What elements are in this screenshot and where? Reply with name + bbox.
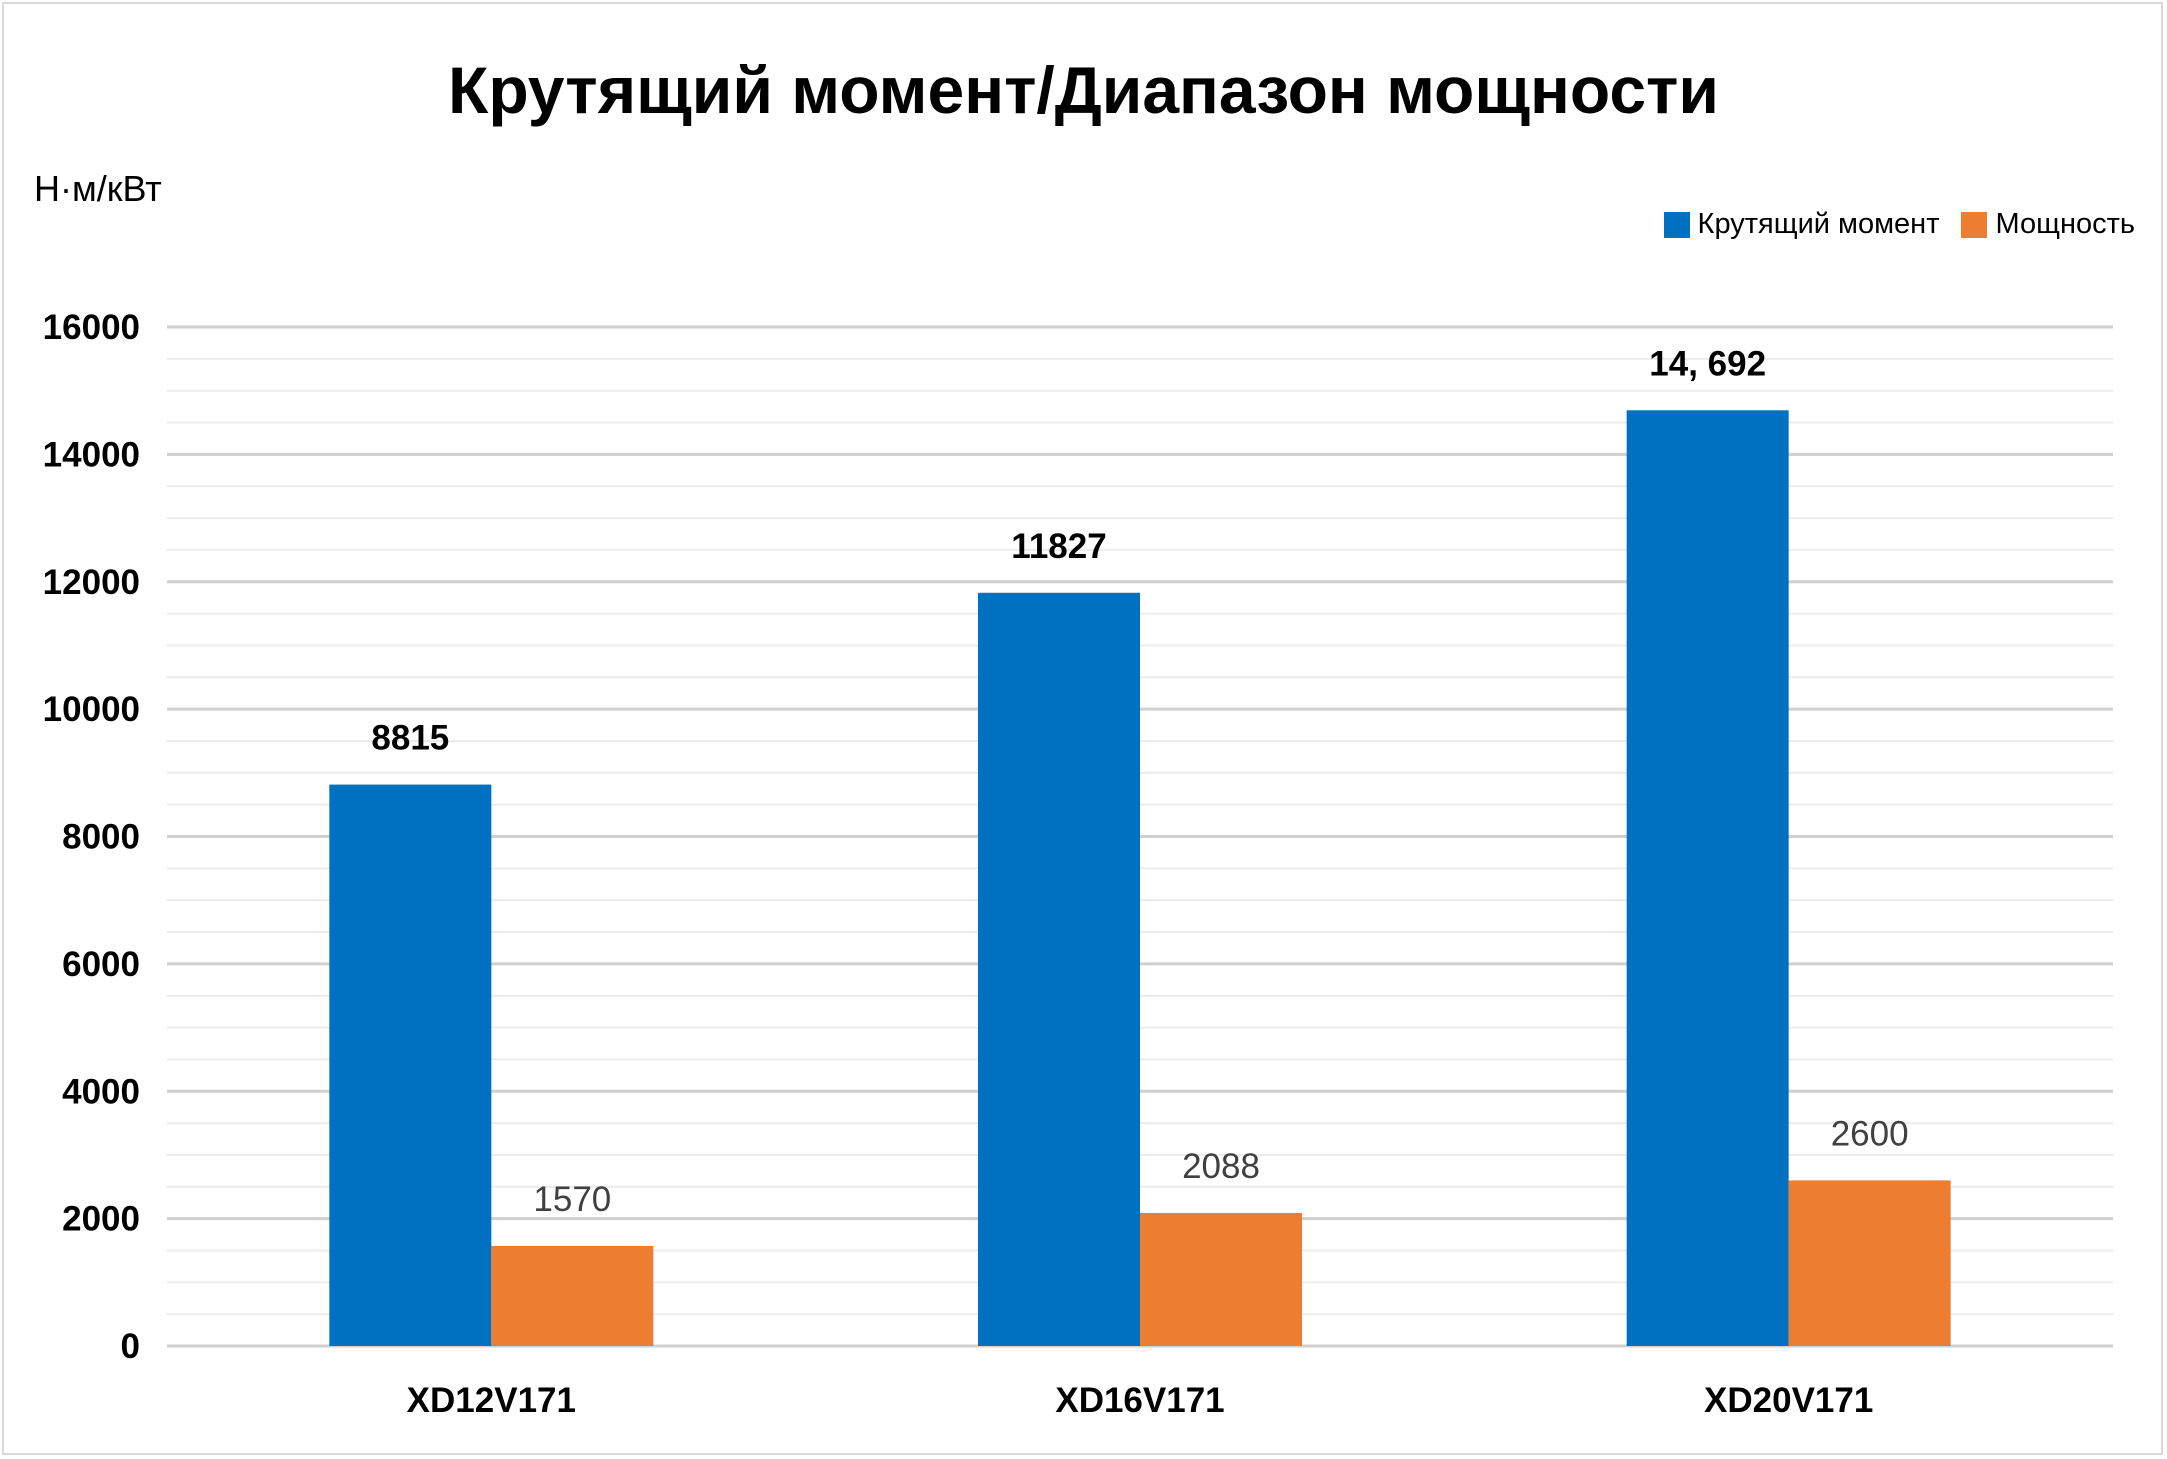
legend-item-power: Мощность [1961,208,2135,241]
data-label-power: 1570 [533,1180,611,1219]
x-category-label: XD20V171 [1704,1381,1873,1420]
y-tick-label: 2000 [62,1200,140,1239]
bar-power [491,1246,654,1346]
bar-power [1788,1180,1951,1346]
legend-swatch-torque [1663,211,1690,238]
data-label-power: 2088 [1182,1147,1260,1186]
y-tick-label: 14000 [43,435,140,474]
x-category-label: XD12V171 [407,1381,576,1420]
data-label-power: 2600 [1831,1114,1909,1153]
y-tick-label: 12000 [43,563,140,602]
data-label-torque: 8815 [371,719,449,758]
bar-torque [1626,410,1789,1347]
chart-title: Крутящий момент/Диапазон мощности [448,53,1719,127]
legend: Крутящий момент Мощность [1642,208,2135,241]
y-tick-label: 0 [121,1327,140,1366]
y-axis-unit-label: Н·м/кВт [34,168,162,209]
y-tick-label: 16000 [43,308,140,347]
y-tick-label: 10000 [43,690,140,729]
legend-swatch-power [1961,211,1988,238]
y-tick-label: 6000 [62,945,140,984]
bar-torque [978,592,1140,1346]
legend-label-power: Мощность [1995,208,2135,240]
data-label-torque: 11827 [1011,527,1106,566]
bar-power [1140,1213,1302,1346]
x-category-label: XD16V171 [1055,1381,1224,1420]
data-label-torque: 14, 692 [1649,344,1766,383]
legend-label-torque: Крутящий момент [1697,208,1940,240]
y-tick-label: 8000 [62,818,140,857]
y-tick-label: 4000 [62,1072,140,1111]
legend-item-torque: Крутящий момент [1663,208,1940,241]
bar-torque [329,784,492,1346]
